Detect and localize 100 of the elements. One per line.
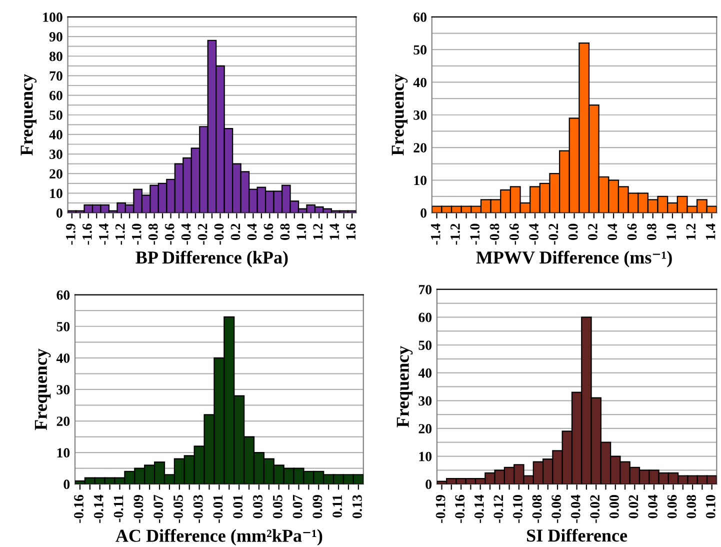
y-tick-label: 80 bbox=[49, 52, 62, 62]
y-tick-label: 20 bbox=[56, 416, 70, 426]
x-tick-label: 0.2 bbox=[230, 224, 240, 240]
x-tick-label: 0.11 bbox=[332, 495, 342, 518]
y-tick-label: 60 bbox=[50, 90, 62, 100]
x-tick-label: 1.0 bbox=[666, 224, 676, 240]
x-tick-label: -0.6 bbox=[509, 224, 519, 245]
y-tick-label: 20 bbox=[50, 169, 62, 179]
x-tick-label: -1.4 bbox=[430, 223, 440, 245]
x-tick-label: 1.2 bbox=[686, 224, 696, 240]
x-tick-label: 0.09 bbox=[312, 495, 322, 518]
x-tick-label: -0.14 bbox=[94, 494, 104, 523]
x-tick-label: -0.2 bbox=[548, 224, 558, 245]
x-tick-label: -0.05 bbox=[174, 495, 183, 523]
y-tick-label: 10 bbox=[414, 176, 426, 186]
y-tick-label: 60 bbox=[418, 312, 432, 322]
y-axis-title: Frequency bbox=[396, 346, 413, 428]
x-tick-label: -0.14 bbox=[474, 494, 484, 523]
x-tick-label: 0.04 bbox=[648, 494, 658, 518]
x-tick-label: 0.13 bbox=[352, 494, 362, 518]
y-tick-label: 70 bbox=[418, 284, 432, 294]
x-tick-label: 0.6 bbox=[627, 224, 637, 240]
x-tick-label: -0.03 bbox=[193, 494, 203, 523]
x-tick-label: -0.04 bbox=[570, 494, 580, 523]
x-tick-label: 0.05 bbox=[272, 495, 282, 518]
y-tick-label: 100 bbox=[43, 12, 62, 22]
x-tick-label: 1.4 bbox=[706, 223, 716, 240]
y-tick-label: 40 bbox=[49, 130, 62, 140]
x-tick-label: -1.6 bbox=[82, 224, 92, 245]
y-axis-title: Frequency bbox=[34, 348, 51, 430]
x-tick-label: -0.09 bbox=[134, 495, 144, 523]
x-tick-label: 0.00 bbox=[609, 495, 619, 518]
y-tick-label: 40 bbox=[418, 368, 432, 378]
x-tick-label: -1.9 bbox=[66, 224, 76, 245]
x-tick-label: 0.8 bbox=[280, 224, 290, 240]
x-tick-label: -1.2 bbox=[450, 224, 460, 245]
y-tick-label: 20 bbox=[418, 424, 432, 434]
x-tick-label: 0.8 bbox=[646, 224, 656, 240]
y-tick-label: 40 bbox=[56, 354, 70, 363]
x-tick-label: -0.6 bbox=[164, 224, 174, 245]
y-tick-label: 10 bbox=[57, 448, 70, 458]
x-tick-label: 0.08 bbox=[686, 494, 696, 518]
x-tick-label: 1.6 bbox=[346, 224, 356, 240]
x-tick-label: 0.6 bbox=[264, 224, 274, 240]
x-tick-label: 1.4 bbox=[330, 223, 340, 240]
x-tick-label: -0.4 bbox=[529, 223, 539, 245]
y-tick-label: 60 bbox=[56, 290, 70, 300]
x-axis-title: SI Difference bbox=[527, 528, 628, 542]
x-tick-label: 0.10 bbox=[706, 495, 716, 518]
x-tick-label: -0.11 bbox=[114, 495, 124, 522]
x-tick-label: 0.02 bbox=[628, 495, 638, 518]
x-axis-title: MPWV Difference (ms⁻¹) bbox=[476, 250, 672, 268]
y-tick-label: 50 bbox=[418, 340, 432, 350]
x-tick-label: -1.0 bbox=[470, 224, 480, 245]
y-tick-label: 0 bbox=[56, 208, 62, 218]
x-tick-label: -0.4 bbox=[181, 223, 191, 245]
y-tick-label: 50 bbox=[56, 322, 70, 332]
y-tick-label: 0 bbox=[426, 480, 432, 490]
y-axis-title: Frequency bbox=[20, 74, 37, 156]
x-tick-label: -0.02 bbox=[590, 495, 600, 523]
x-axis-title: BP Difference (kPa) bbox=[136, 250, 288, 268]
x-tick-label: -1.2 bbox=[115, 224, 125, 245]
y-tick-label: 0 bbox=[420, 208, 426, 218]
x-tick-label: 0.03 bbox=[253, 494, 262, 518]
y-tick-label: 40 bbox=[413, 78, 426, 88]
y-tick-label: 30 bbox=[414, 110, 426, 120]
x-tick-label: 0.0 bbox=[568, 224, 578, 240]
x-tick-label: -1.4 bbox=[99, 223, 108, 245]
x-tick-label: -0.07 bbox=[154, 494, 164, 523]
x-tick-label: -0.16 bbox=[74, 494, 84, 523]
y-tick-label: 10 bbox=[50, 188, 62, 198]
y-tick-label: 0 bbox=[64, 480, 70, 490]
y-tick-label: 60 bbox=[414, 12, 426, 22]
y-tick-label: 30 bbox=[418, 396, 432, 406]
x-tick-label: 0.2 bbox=[588, 224, 598, 240]
x-tick-label: -0.0 bbox=[214, 224, 224, 245]
y-tick-label: 10 bbox=[419, 452, 432, 462]
x-tick-label: -0.12 bbox=[494, 495, 504, 523]
x-tick-label: -0.10 bbox=[513, 495, 522, 523]
x-tick-label: 0.07 bbox=[292, 494, 302, 518]
y-axis-title: Frequency bbox=[392, 74, 408, 156]
x-tick-label: -1.0 bbox=[132, 224, 142, 245]
y-tick-label: 50 bbox=[414, 45, 426, 55]
x-tick-label: -0.01 bbox=[213, 495, 223, 523]
x-tick-label: -0.16 bbox=[455, 494, 465, 523]
y-tick-label: 50 bbox=[50, 110, 62, 120]
x-tick-label: -0.19 bbox=[436, 495, 446, 523]
x-tick-label: -0.08 bbox=[532, 494, 542, 523]
x-tick-label: 1.0 bbox=[296, 224, 306, 240]
x-tick-label: 1.2 bbox=[313, 224, 323, 240]
x-tick-label: -0.2 bbox=[198, 224, 208, 245]
x-tick-label: -0.06 bbox=[552, 494, 562, 523]
x-tick-label: 0.06 bbox=[667, 494, 677, 518]
y-tick-label: 70 bbox=[50, 71, 62, 81]
y-tick-label: 30 bbox=[50, 150, 62, 159]
x-tick-label: 0.4 bbox=[247, 223, 257, 240]
y-tick-label: 20 bbox=[414, 143, 426, 152]
y-tick-label: 90 bbox=[49, 32, 62, 42]
y-tick-label: 30 bbox=[56, 385, 70, 394]
x-tick-label: -0.8 bbox=[490, 224, 500, 245]
